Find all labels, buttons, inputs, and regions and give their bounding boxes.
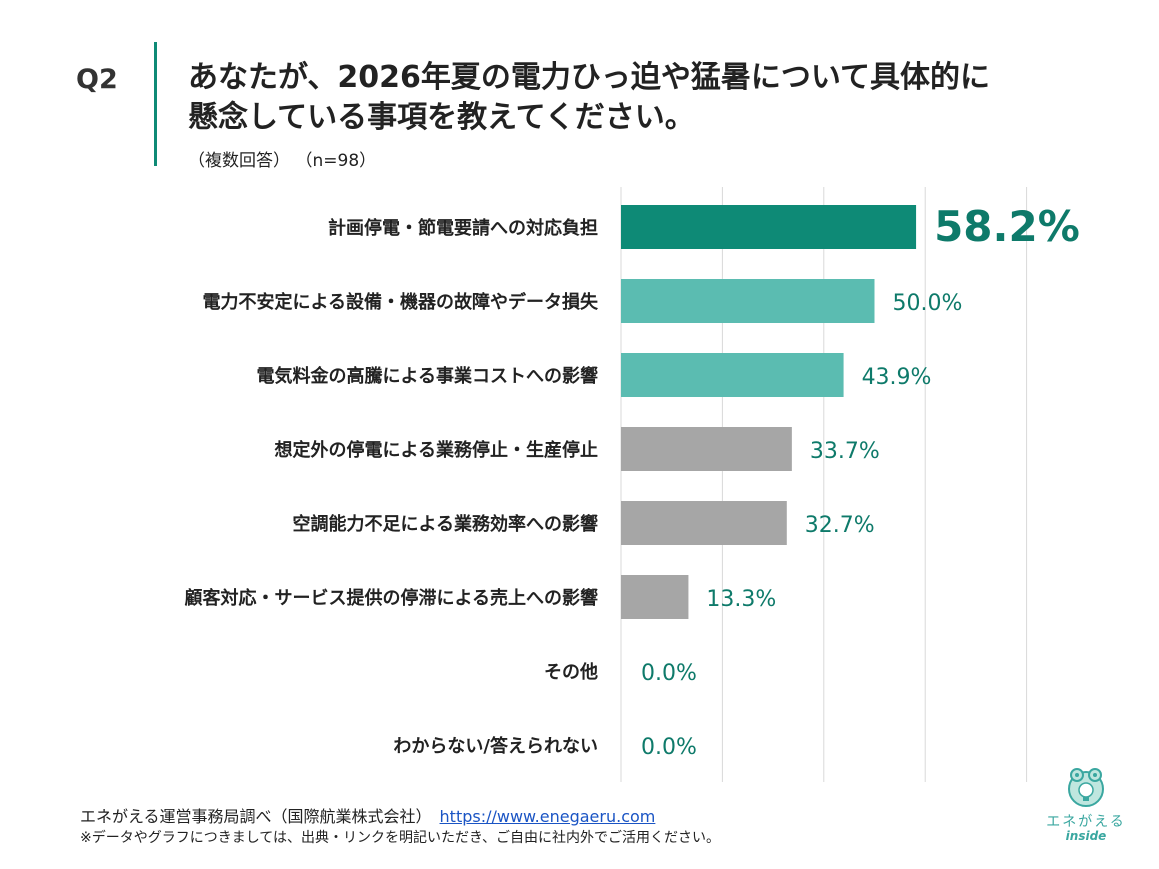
category-label: 計画停電・節電要請への対応負担 (328, 217, 598, 239)
bar (621, 575, 689, 619)
bar (621, 353, 844, 397)
category-label: わからない/答えられない (393, 735, 598, 757)
sample-size: （n=98） (304, 151, 377, 171)
category-label: 電力不安定による設備・機器の故障やデータ損失 (203, 291, 599, 313)
usage-note: ※データやグラフにつきましては、出典・リンクを明記いただき、ご自由に社内外でご活… (80, 830, 721, 846)
value-label: 33.7% (810, 439, 880, 464)
answer-type-note: （複数回答） (188, 151, 290, 171)
category-label: 想定外の停電による業務停止・生産停止 (275, 439, 598, 461)
bar (621, 427, 792, 471)
bar (621, 279, 875, 323)
page-title: あなたが、2026年夏の電力ひっ迫や猛暑について具体的に 懸念している事項を教え… (188, 58, 1088, 138)
value-label: 0.0% (641, 735, 697, 760)
value-label: 13.3% (706, 587, 776, 612)
category-label: その他 (544, 661, 598, 683)
category-label: 顧客対応・サービス提供の停滞による売上への影響 (185, 587, 598, 609)
source-line: エネがえる運営事務局調べ（国際航業株式会社） https://www.enegae… (80, 803, 655, 827)
logo-sub: inside (1065, 829, 1107, 843)
question-number: Q2 (76, 64, 118, 95)
bar (621, 205, 917, 249)
logo-brand: エネがえる (1046, 814, 1126, 830)
category-label: 電気料金の高騰による事業コストへの影響 (257, 365, 598, 387)
title-line-2: 懸念している事項を教えてください。 (188, 100, 695, 135)
value-label: 32.7% (805, 513, 875, 538)
logo: エネがえる inside (1046, 765, 1126, 855)
accent-divider (154, 42, 157, 166)
value-label: 58.2% (934, 202, 1080, 251)
frog-lightbulb-icon (1068, 768, 1104, 807)
category-label: 空調能力不足による業務効率への影響 (293, 513, 598, 535)
title-line-1: あなたが、2026年夏の電力ひっ迫や猛暑について具体的に (188, 60, 990, 95)
value-label: 43.9% (862, 365, 932, 390)
bar (621, 501, 787, 545)
source-text: エネがえる運営事務局調べ（国際航業株式会社） (80, 807, 432, 826)
value-label: 50.0% (893, 291, 963, 316)
subtitle: （複数回答） （n=98） (188, 146, 376, 171)
value-label: 0.0% (641, 661, 697, 686)
source-link[interactable]: https://www.enegaeru.com (439, 807, 656, 826)
